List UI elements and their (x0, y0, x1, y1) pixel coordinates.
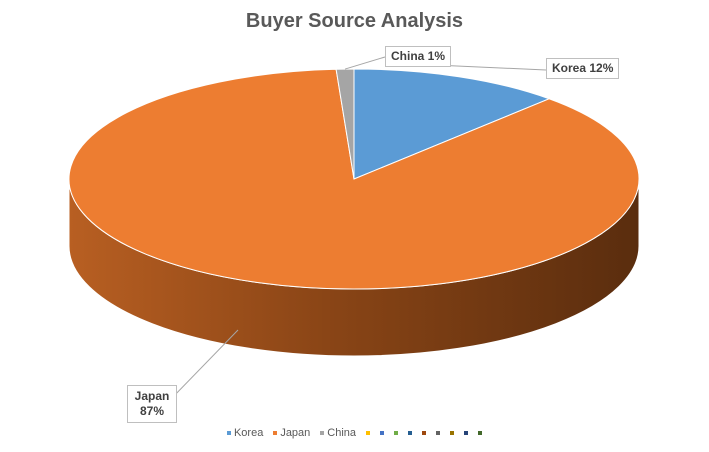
legend-entry: China (320, 427, 356, 439)
legend-label: China (327, 427, 357, 439)
data-label-japan: Japan 87% (127, 385, 177, 423)
legend-swatch (464, 431, 469, 435)
legend-entry (436, 431, 441, 435)
leader-line-china (344, 56, 386, 70)
legend-entry (422, 431, 427, 435)
legend-entry (408, 431, 413, 435)
data-label-korea: Korea 12% (546, 58, 620, 79)
data-label-japan-value: 87% (139, 404, 165, 418)
legend-swatch (422, 431, 427, 435)
legend-label: Korea (233, 427, 264, 439)
leader-line-japan (169, 329, 239, 401)
legend-swatch (380, 431, 385, 435)
legend-entry (464, 431, 469, 435)
legend-swatch (320, 431, 325, 435)
legend-swatch (436, 431, 441, 435)
slice-japan (68, 68, 640, 290)
legend-entry: Japan (273, 427, 310, 439)
legend-label: Japan (280, 427, 311, 439)
chart-title: Buyer Source Analysis (245, 10, 464, 32)
legend-entry (478, 431, 483, 435)
slice-korea (353, 68, 551, 180)
legend-entry (394, 431, 399, 435)
legend: Korea Japan China (0, 427, 709, 439)
legend-swatch (273, 431, 278, 435)
legend-entry (366, 431, 371, 435)
legend-entry (380, 431, 385, 435)
data-label-china: China 1% (385, 46, 452, 67)
legend-entry (450, 431, 455, 435)
legend-swatch (366, 431, 371, 435)
legend-swatch (394, 431, 399, 435)
legend-swatch (226, 431, 231, 435)
legend-swatch (450, 431, 455, 435)
legend-swatch (408, 431, 413, 435)
legend-entry: Korea (226, 427, 264, 439)
data-label-japan-name: Japan (134, 389, 170, 403)
legend-swatch (478, 431, 483, 435)
pie-top-face (68, 68, 640, 290)
